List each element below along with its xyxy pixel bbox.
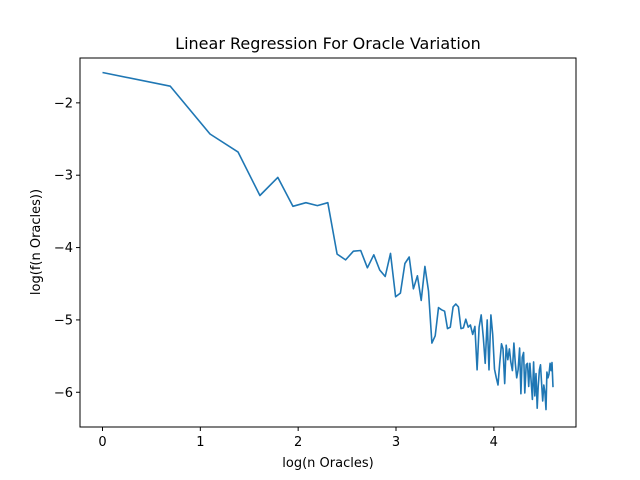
series-line	[102, 71, 554, 411]
x-tick-label: 4	[490, 435, 498, 450]
chart-title: Linear Regression For Oracle Variation	[175, 34, 481, 53]
x-axis: 0 1 2 3 4	[98, 427, 498, 450]
x-tick-label: 1	[196, 435, 204, 450]
y-axis: −6 −5 −4 −3 −2	[54, 96, 80, 401]
x-tick-label: 2	[294, 435, 302, 450]
y-tick-label: −6	[54, 386, 73, 401]
plot-frame	[79, 57, 577, 428]
y-tick-label: −4	[54, 241, 73, 256]
y-tick-label: −2	[54, 96, 73, 111]
y-tick-label: −5	[54, 313, 73, 328]
x-axis-label: log(n Oracles)	[282, 456, 373, 471]
y-tick-label: −3	[54, 169, 73, 184]
x-tick-label: 3	[392, 435, 400, 450]
x-tick-label: 0	[98, 435, 106, 450]
y-axis-label: log(f(n Oracles))	[29, 189, 44, 295]
plot-area	[102, 71, 554, 411]
